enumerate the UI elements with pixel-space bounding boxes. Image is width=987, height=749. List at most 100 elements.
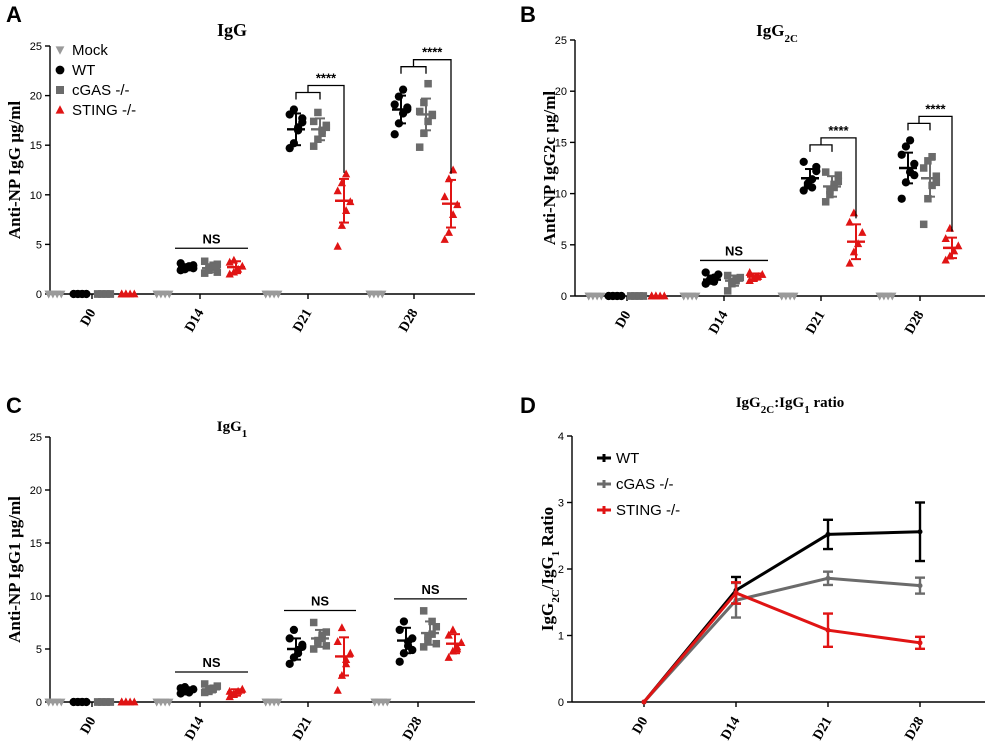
data-point (285, 634, 294, 643)
y-tick-label: 0 (561, 291, 567, 303)
data-point (200, 688, 209, 697)
data-point (830, 180, 838, 189)
data-point (309, 117, 318, 126)
data-point (419, 643, 428, 651)
y-tick-label: 15 (30, 140, 42, 152)
data-point (200, 269, 209, 277)
y-tick-label: 0 (36, 697, 42, 709)
panel-title-part: 2C (784, 33, 798, 45)
panel-title-part: ratio (810, 395, 845, 411)
data-point (333, 186, 342, 195)
y-tick-label: 0 (36, 289, 42, 301)
panel-title: IgG2C:IgG1 ratio (736, 395, 845, 416)
series-2 (93, 607, 441, 706)
y-tick-label: 4 (558, 431, 564, 443)
legend-label: STING -/- (616, 502, 680, 519)
series-0 (641, 501, 925, 705)
data-point (415, 143, 424, 151)
x-tick-label: D28 (400, 715, 425, 743)
data-point (274, 698, 283, 707)
data-point (121, 697, 131, 706)
data-point (82, 697, 91, 707)
data-point (888, 292, 897, 301)
y-tick-label: 25 (555, 35, 567, 47)
data-point (917, 583, 923, 589)
data-point (444, 652, 453, 661)
data-point (875, 292, 884, 301)
data-point (98, 698, 106, 706)
data-point (597, 292, 606, 301)
data-point (93, 290, 102, 298)
data-point (289, 625, 299, 635)
data-point (941, 255, 950, 264)
panel-a: A IgG Anti-NP IgG µg/ml 0 5 10 15 20 25 D0 D14 D21 D… (5, 2, 475, 335)
series-2 (626, 152, 941, 300)
data-point (941, 234, 950, 243)
data-point (905, 136, 915, 145)
data-point (408, 645, 417, 655)
data-point (821, 168, 830, 176)
data-point (924, 157, 932, 165)
y-tick-label: 5 (36, 644, 42, 656)
data-point (932, 172, 941, 180)
data-point (274, 290, 283, 299)
data-point (395, 657, 404, 666)
series-line (642, 530, 921, 703)
data-point (399, 617, 409, 626)
legend-marker (55, 105, 65, 114)
x-tick-label: D21 (810, 715, 835, 743)
data-point (714, 270, 723, 279)
series-2 (93, 79, 437, 298)
data-point (745, 276, 754, 285)
data-point (322, 121, 331, 130)
data-point (901, 142, 911, 151)
y-tick-label: 15 (30, 538, 42, 550)
data-point (318, 631, 326, 639)
data-point (238, 261, 247, 270)
data-point (745, 267, 754, 276)
data-point (701, 268, 710, 277)
series-line (642, 591, 921, 703)
y-tick-label: 0 (558, 697, 564, 709)
series-3 (117, 165, 462, 298)
data-point (424, 79, 432, 88)
data-point (130, 289, 139, 298)
legend-label: Mock (72, 42, 108, 59)
data-point (365, 290, 374, 299)
data-point (635, 292, 643, 300)
data-point (444, 630, 453, 639)
panel-b: B IgG2C Anti-NP IgG2c µg/ml 0 5 10 15 20 25 D0 D14… (520, 2, 985, 337)
data-point (298, 114, 307, 123)
panel-label: D (520, 393, 536, 418)
data-point (390, 130, 399, 139)
data-point (309, 645, 318, 653)
data-point (213, 268, 222, 276)
series-0 (584, 292, 897, 301)
data-point (390, 100, 399, 109)
series-2 (641, 581, 925, 705)
y-axis-label-part: /IgG (538, 556, 557, 590)
legend-marker (55, 65, 65, 75)
data-point (200, 680, 209, 688)
y-axis-label: IgG2C/IgG1 Ratio (538, 507, 562, 631)
data-point (733, 590, 739, 596)
data-point (626, 292, 635, 300)
data-point (333, 685, 342, 694)
y-axis-label-part: 2C (550, 589, 562, 603)
data-point (448, 625, 458, 634)
data-point (420, 98, 428, 107)
panel-c: C IgG1 Anti-NP IgG1 µg/ml 0 5 10 15 20 25 D0 D14 D2… (5, 393, 475, 743)
sig-bracket-wt-cgas (295, 91, 321, 100)
sig-bracket-sting (918, 115, 953, 232)
data-point (337, 623, 347, 632)
data-point (102, 698, 110, 706)
data-point (225, 269, 234, 278)
data-point (419, 607, 428, 615)
legend-label: WT (72, 62, 95, 79)
data-point (639, 292, 648, 300)
data-point (928, 181, 936, 190)
data-point (341, 169, 351, 178)
data-point (424, 117, 432, 126)
data-point (285, 659, 294, 668)
